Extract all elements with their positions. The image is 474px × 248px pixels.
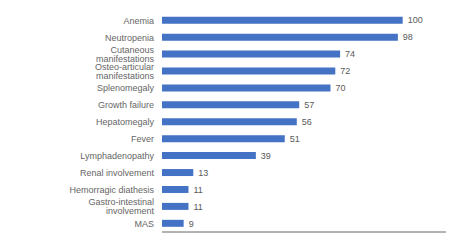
svg-text:11: 11 [193,202,202,212]
svg-text:Gastro-intestinalinvolvement: Gastro-intestinalinvolvement [88,197,154,216]
svg-text:51: 51 [290,134,300,144]
svg-text:Lymphadenopathy: Lymphadenopathy [80,151,154,161]
svg-text:Renal involvement: Renal involvement [80,168,155,178]
svg-text:Splenomegaly: Splenomegaly [97,83,155,93]
svg-text:13: 13 [198,168,208,178]
svg-text:Fever: Fever [131,134,154,144]
svg-text:Anemia: Anemia [123,16,154,26]
svg-text:9: 9 [189,219,194,229]
svg-text:70: 70 [335,83,345,93]
svg-text:Hemorragic diathesis: Hemorragic diathesis [69,185,154,195]
svg-text:98: 98 [403,32,413,42]
svg-text:Neutropenia: Neutropenia [105,33,154,43]
svg-text:Growth failure: Growth failure [98,100,154,110]
svg-text:56: 56 [302,117,312,127]
svg-text:57: 57 [304,100,314,110]
svg-text:39: 39 [261,151,271,161]
svg-text:Cutaneousmanifestations: Cutaneousmanifestations [96,45,155,64]
svg-text:Hepatomegaly: Hepatomegaly [96,117,155,127]
svg-text:72: 72 [340,66,350,76]
svg-text:MAS: MAS [134,219,154,229]
svg-text:11: 11 [193,185,202,195]
svg-text:74: 74 [345,49,355,59]
svg-text:100: 100 [408,15,423,25]
svg-text:Osteo-articularmanifestations: Osteo-articularmanifestations [95,62,155,81]
